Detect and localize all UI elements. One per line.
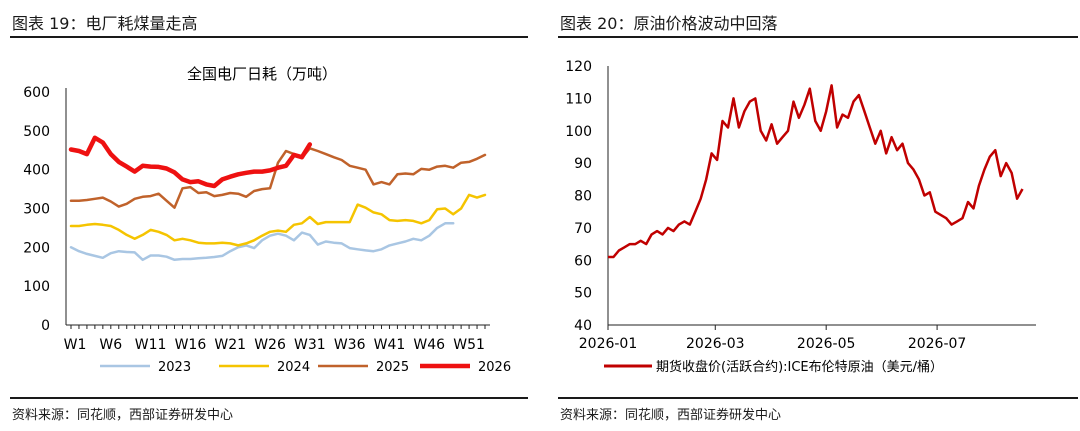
x-tick-label: 2026-03 <box>686 336 745 352</box>
x-tick-label: W21 <box>214 337 246 353</box>
x-tick-label: W51 <box>453 337 485 353</box>
left-figure: 图表 19：电厂耗煤量走高 全国电厂日耗（万吨） 0 100 200 300 400 500… <box>0 0 530 431</box>
y-tick-label: 600 <box>23 85 50 101</box>
legend-label-brent: 期货收盘价(活跃合约):ICE布伦特原油（美元/桶） <box>656 359 943 375</box>
y-tick-label: 500 <box>23 124 50 140</box>
y-tick-label: 100 <box>23 279 50 295</box>
x-tick-label: W46 <box>413 337 445 353</box>
x-tick-label: W36 <box>334 337 366 353</box>
legend-label-2023: 2023 <box>158 360 191 375</box>
series-line-2026 <box>68 135 313 189</box>
series-line-2023 <box>69 222 455 262</box>
legend-label-2024: 2024 <box>277 360 310 375</box>
y-tick-label: 300 <box>23 202 50 218</box>
y-tick-label: 40 <box>574 318 592 334</box>
y-tick-label: 50 <box>574 286 592 302</box>
x-tick-label: W1 <box>64 337 87 353</box>
x-tick-label: W6 <box>99 337 122 353</box>
y-tick-label: 90 <box>574 156 592 172</box>
right-top-rule <box>558 36 1078 38</box>
y-tick-label: 110 <box>565 91 592 107</box>
brent-oil-price-chart: 40 50 60 70 80 90 100 110 120 2026-01 2026-03 2026-… <box>565 59 1036 375</box>
left-bottom-rule <box>10 397 528 399</box>
legend-label-2026: 2026 <box>478 360 511 375</box>
y-tick-label: 200 <box>23 240 50 256</box>
right-bottom-rule <box>558 397 1078 399</box>
right-figure: 图表 20：原油价格波动中回落 40 50 60 70 80 90 100 110 120 202… <box>548 0 1080 431</box>
y-tick-label: 60 <box>574 253 592 269</box>
series-line-brent <box>608 84 1024 259</box>
x-tick-label: W41 <box>374 337 406 353</box>
y-tick-label: 0 <box>41 318 50 334</box>
chart-title: 全国电厂日耗（万吨） <box>187 65 337 83</box>
x-tick-label: 2026-07 <box>908 336 967 352</box>
series-line-2024 <box>69 193 487 247</box>
y-tick-label: 100 <box>565 124 592 140</box>
right-figure-title: 图表 20：原油价格波动中回落 <box>560 14 778 33</box>
series-line-2025 <box>69 147 487 209</box>
y-tick-label: 120 <box>565 59 592 75</box>
x-tick-label: W16 <box>175 337 207 353</box>
coal-consumption-chart: 全国电厂日耗（万吨） 0 100 200 300 400 500 600 W1 W6 W11 W16 W… <box>23 65 511 375</box>
right-source-note: 资料来源：同花顺，西部证券研发中心 <box>560 408 782 423</box>
x-tick-label: W31 <box>294 337 326 353</box>
y-tick-label: 400 <box>23 163 50 179</box>
y-tick-label: 70 <box>574 221 592 237</box>
x-tick-label: W11 <box>135 337 167 353</box>
left-top-rule <box>10 36 528 38</box>
left-figure-title: 图表 19：电厂耗煤量走高 <box>12 14 198 33</box>
y-tick-label: 80 <box>574 189 592 205</box>
legend-label-2025: 2025 <box>376 360 409 375</box>
x-tick-label: 2026-05 <box>797 336 856 352</box>
left-source-note: 资料来源：同花顺，西部证券研发中心 <box>12 408 234 423</box>
x-tick-label: W26 <box>254 337 286 353</box>
x-tick-label: 2026-01 <box>579 336 638 352</box>
